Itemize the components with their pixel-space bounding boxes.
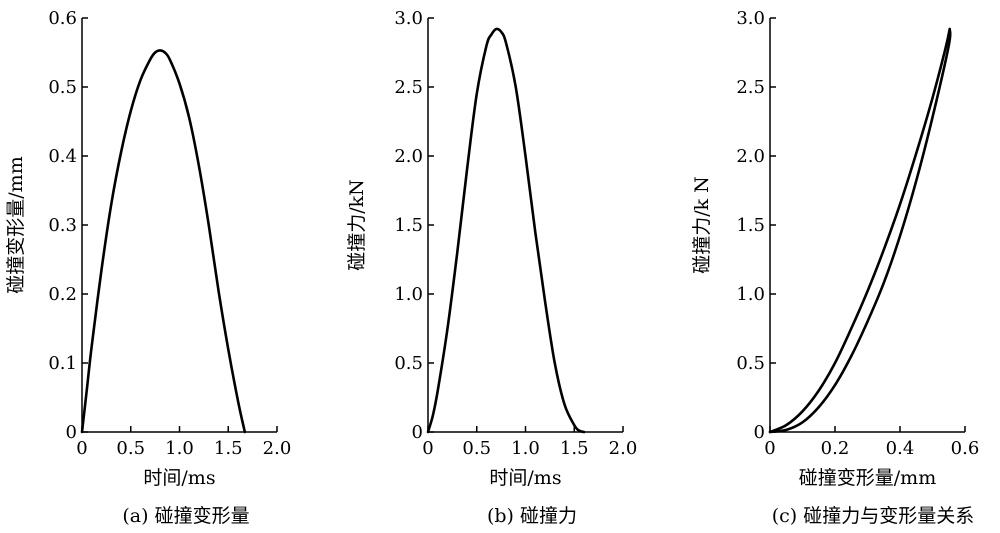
- panel-caption: (a) 碰撞变形量: [122, 505, 249, 527]
- x-tick-label: 0.6: [951, 438, 980, 459]
- y-tick-label: 3.0: [394, 8, 423, 29]
- y-tick-label: 0.1: [48, 353, 77, 374]
- series-line-0: [768, 27, 952, 434]
- series-line-0: [80, 49, 247, 434]
- x-tick-label: 2.0: [263, 438, 292, 459]
- y-tick-label: 2.5: [736, 77, 765, 98]
- chart-panel-1: 0 0.5 1.0 1.5 2.0 2.5 3.0 0 0.5 1.0 1.5 2.0 时间/ms 碰撞力…: [346, 8, 637, 527]
- x-tick-label: 0.4: [886, 438, 915, 459]
- x-axis-label: 碰撞变形量/mm: [799, 467, 936, 489]
- y-tick-label: 0.5: [394, 353, 423, 374]
- y-axis-label: 碰撞变形量/mm: [5, 156, 27, 293]
- y-tick-label: 1.0: [394, 284, 423, 305]
- y-tick-label: 0: [66, 422, 77, 443]
- y-tick-label: 0: [754, 422, 765, 443]
- y-tick-label: 0.5: [48, 77, 77, 98]
- y-tick-label: 1.5: [736, 215, 765, 236]
- x-tick-label: 0: [76, 438, 87, 459]
- y-tick-label: 1.5: [394, 215, 423, 236]
- chart-panel-2: 0 0.5 1.0 1.5 2.0 2.5 3.0 0 0.2 0.4 0.6 碰撞变形量/mm 碰撞力…: [691, 8, 979, 527]
- y-tick-label: 0.3: [48, 215, 77, 236]
- y-tick-label: 0.5: [736, 353, 765, 374]
- x-axis-label: 时间/ms: [143, 467, 215, 489]
- x-tick-label: 0.2: [821, 438, 850, 459]
- y-axis-label: 碰撞力/k N: [691, 176, 713, 274]
- y-tick-label: 0.4: [48, 146, 77, 167]
- y-tick-label: 1.0: [736, 284, 765, 305]
- x-tick-label: 1.0: [165, 438, 194, 459]
- x-tick-label: 1.5: [214, 438, 243, 459]
- y-tick-label: 3.0: [736, 8, 765, 29]
- panel-caption: (c) 碰撞力与变形量关系: [772, 505, 975, 527]
- series-line-0: [426, 27, 586, 434]
- y-tick-label: 2.0: [394, 146, 423, 167]
- x-tick-label: 1.0: [511, 438, 540, 459]
- y-tick-label: 2.5: [394, 77, 423, 98]
- y-tick-label: 0.2: [48, 284, 77, 305]
- panel-caption: (b) 碰撞力: [487, 505, 577, 527]
- series-line-1: [768, 27, 952, 434]
- x-tick-label: 0.5: [116, 438, 145, 459]
- x-tick-label: 1.5: [560, 438, 589, 459]
- x-tick-label: 2.0: [609, 438, 638, 459]
- x-tick-label: 0: [764, 438, 775, 459]
- y-axis-label: 碰撞力/kN: [346, 179, 368, 271]
- chart-panel-0: 0 0.1 0.2 0.3 0.4 0.5 0.6 0 0.5 1.0 1.5 2.0 时间/ms 碰撞变…: [5, 8, 291, 527]
- x-axis-label: 时间/ms: [489, 467, 561, 489]
- y-tick-label: 2.0: [736, 146, 765, 167]
- y-tick-label: 0: [412, 422, 423, 443]
- y-tick-label: 0.6: [48, 8, 77, 29]
- x-tick-label: 0.5: [462, 438, 491, 459]
- x-tick-label: 0: [422, 438, 433, 459]
